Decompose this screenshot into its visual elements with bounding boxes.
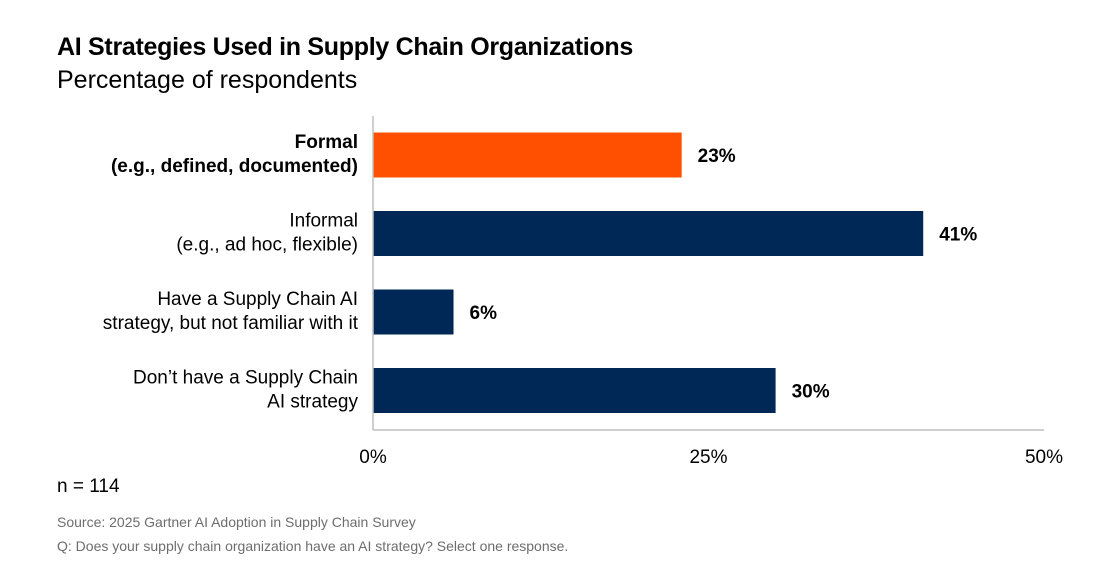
value-label-1: 41% — [939, 225, 977, 246]
category-label-line: (e.g., defined, documented) — [111, 156, 358, 177]
category-label-1: Informal (e.g., ad hoc, flexible) — [176, 211, 358, 256]
value-label-0: 23% — [698, 146, 736, 167]
value-label-2: 6% — [470, 303, 498, 324]
question-note: Q: Does your supply chain organization h… — [57, 538, 569, 554]
category-label-line: Formal — [295, 132, 358, 153]
chart-subtitle: Percentage of respondents — [57, 66, 358, 94]
category-label-0: Formal (e.g., defined, documented) — [111, 132, 358, 177]
bar-1 — [373, 211, 924, 256]
category-label-line: AI strategy — [267, 392, 358, 413]
sample-size: n = 114 — [57, 476, 120, 497]
x-tick-label-2: 50% — [1025, 447, 1063, 468]
value-label-3: 30% — [792, 382, 830, 403]
x-tick-label-1: 25% — [689, 447, 727, 468]
x-tick-label-0: 0% — [359, 447, 387, 468]
bar-3 — [373, 368, 776, 413]
category-label-line: strategy, but not familiar with it — [103, 313, 359, 334]
bar-0 — [373, 132, 682, 178]
category-label-line: Have a Supply Chain AI — [157, 289, 358, 310]
category-label-line: (e.g., ad hoc, flexible) — [176, 235, 358, 256]
category-label-line: Don’t have a Supply Chain — [133, 368, 358, 389]
chart-title: AI Strategies Used in Supply Chain Organ… — [57, 33, 633, 61]
category-label-2: Have a Supply Chain AI strategy, but not … — [103, 289, 359, 334]
source-note: Source: 2025 Gartner AI Adoption in Supp… — [57, 514, 416, 530]
category-label-line: Informal — [289, 211, 358, 232]
bar-2 — [373, 289, 454, 335]
category-label-3: Don’t have a Supply Chain AI strategy — [133, 368, 358, 413]
